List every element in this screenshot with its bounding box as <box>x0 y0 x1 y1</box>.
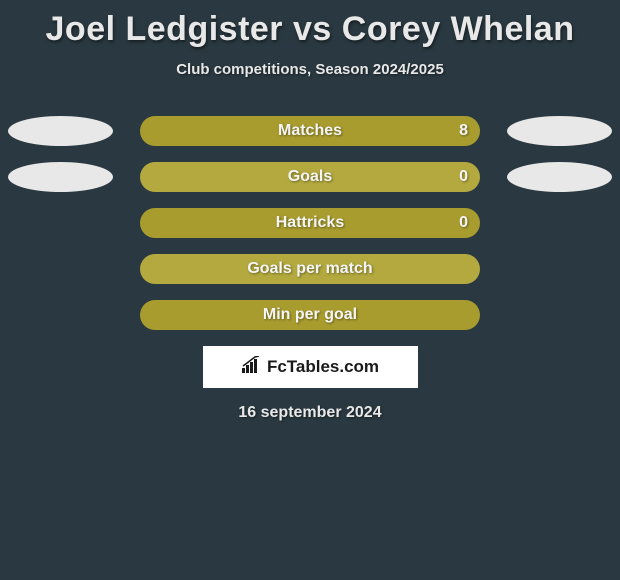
stat-row: Goals0 <box>0 162 620 192</box>
stat-label: Min per goal <box>140 300 480 330</box>
stat-value: 0 <box>459 208 468 238</box>
stat-value: 8 <box>459 116 468 146</box>
stat-label: Goals <box>140 162 480 192</box>
stat-value: 0 <box>459 162 468 192</box>
subtitle: Club competitions, Season 2024/2025 <box>0 61 620 78</box>
date-text: 16 september 2024 <box>0 404 620 422</box>
stat-label: Matches <box>140 116 480 146</box>
comparison-title: Joel Ledgister vs Corey Whelan <box>0 0 620 49</box>
logo-text: FcTables.com <box>267 357 379 377</box>
stat-label: Goals per match <box>140 254 480 284</box>
logo-box: FcTables.com <box>203 346 418 388</box>
stat-label: Hattricks <box>140 208 480 238</box>
chart-icon <box>241 356 263 379</box>
logo: FcTables.com <box>241 356 379 379</box>
stat-row: Hattricks0 <box>0 208 620 238</box>
stat-row: Goals per match <box>0 254 620 284</box>
player1-ellipse <box>8 162 113 192</box>
stat-row: Min per goal <box>0 300 620 330</box>
stat-row: Matches8 <box>0 116 620 146</box>
player2-ellipse <box>507 162 612 192</box>
player1-name: Joel Ledgister <box>46 10 284 48</box>
player2-ellipse <box>507 116 612 146</box>
player2-name: Corey Whelan <box>342 10 575 48</box>
player1-ellipse <box>8 116 113 146</box>
vs-text: vs <box>293 10 332 48</box>
stat-rows: Matches8Goals0Hattricks0Goals per matchM… <box>0 116 620 330</box>
